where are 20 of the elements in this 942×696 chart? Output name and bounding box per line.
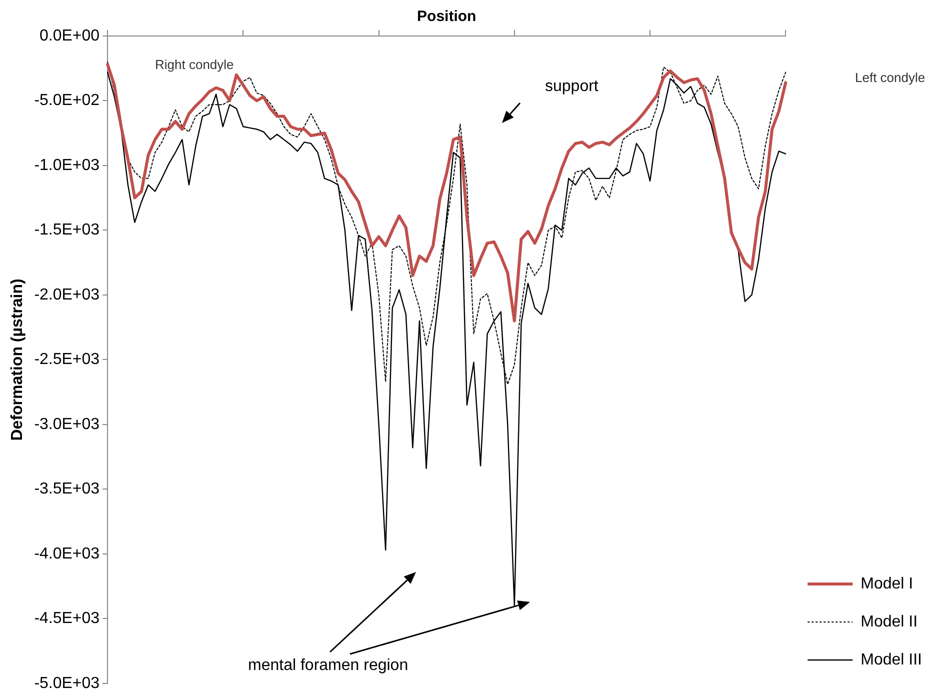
legend-label: Model II <box>860 613 918 630</box>
y-tick-label: -4.0E+03 <box>34 545 100 562</box>
y-tick-label: -4.5E+03 <box>34 610 100 628</box>
y-tick-label: 0.0E+00 <box>40 27 100 44</box>
annotation: mental foramen region <box>248 657 408 675</box>
y-axis-title: Deformation (µstrain) <box>9 278 26 441</box>
y-tick-label: -2.5E+03 <box>34 351 100 368</box>
y-tick-label: -1.5E+03 <box>34 222 100 239</box>
y-tick-label: -5.0E+03 <box>34 674 100 692</box>
y-tick-label: -3.0E+03 <box>34 416 100 433</box>
x-axis-title: Position <box>417 8 476 26</box>
annotation: Right condyle <box>155 57 234 72</box>
legend-label: Model I <box>860 575 914 592</box>
legend-label: Model III <box>860 651 922 668</box>
y-tick-label: -3.5E+03 <box>34 480 100 498</box>
text: Left condyle <box>855 70 926 85</box>
y-tick-label: -2.0E+03 <box>34 286 100 304</box>
y-tick-label: -1.0E+03 <box>34 156 100 174</box>
annotation: support <box>545 78 598 96</box>
y-tick-label: -5.0E+02 <box>34 92 100 110</box>
